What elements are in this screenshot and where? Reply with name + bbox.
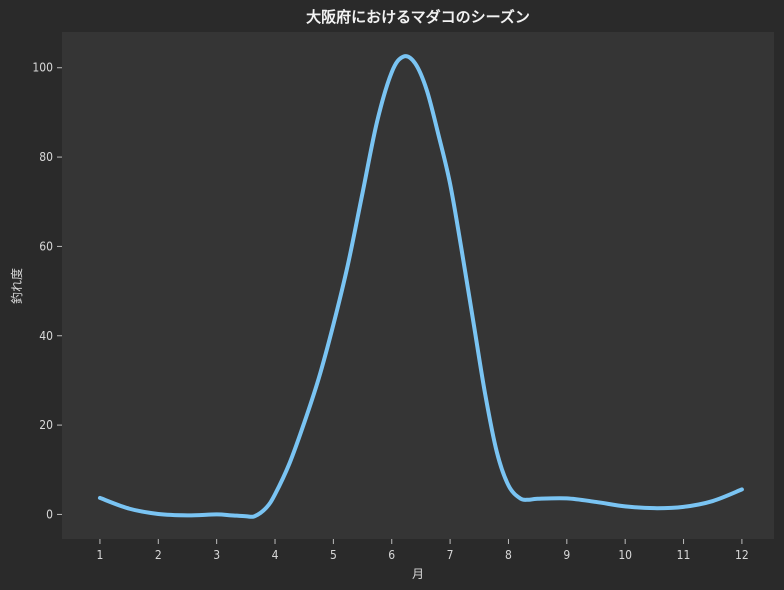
y-tick-label: 0	[46, 507, 53, 521]
y-tick-label: 100	[32, 61, 53, 75]
x-tick-label: 12	[735, 548, 749, 562]
x-tick-label: 11	[677, 548, 691, 562]
x-tick-label: 7	[447, 548, 454, 562]
x-tick-label: 3	[213, 548, 220, 562]
chart-title: 大阪府におけるマダコのシーズン	[306, 8, 530, 26]
y-axis-label: 釣れ度	[9, 268, 24, 304]
x-axis-label: 月	[412, 567, 424, 581]
x-tick-label: 1	[96, 548, 103, 562]
y-axis: 0 20 40 60 80 100	[32, 61, 62, 521]
x-tick-label: 5	[330, 548, 337, 562]
y-tick-label: 40	[39, 329, 53, 343]
plot-area	[62, 32, 774, 539]
x-tick-label: 8	[505, 548, 512, 562]
x-tick-label: 10	[618, 548, 632, 562]
x-tick-label: 4	[272, 548, 279, 562]
series-line	[97, 54, 744, 519]
x-axis: 1 2 3 4 5 6 7 8 9 10 11 12	[96, 539, 749, 562]
y-tick-label: 60	[39, 239, 53, 253]
x-tick-label: 2	[155, 548, 162, 562]
x-tick-label: 9	[563, 548, 570, 562]
y-tick-label: 80	[39, 150, 53, 164]
x-tick-label: 6	[388, 548, 395, 562]
y-tick-label: 20	[39, 418, 53, 432]
